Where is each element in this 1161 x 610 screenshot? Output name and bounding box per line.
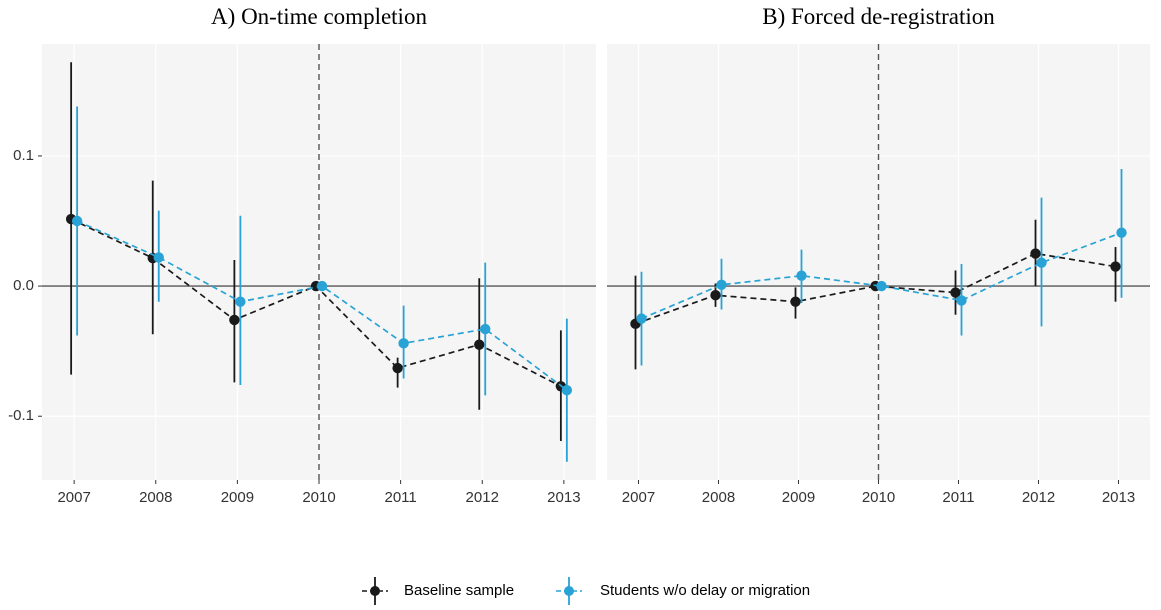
point <box>790 296 801 307</box>
y-tick-label: 0.1 <box>13 147 34 164</box>
x-tick-label: 2009 <box>221 489 254 506</box>
x-tick-label: 2013 <box>1102 489 1135 506</box>
x-tick-label: 2011 <box>384 489 416 506</box>
point <box>950 287 961 298</box>
legend-key-point <box>564 586 574 596</box>
x-tick-label: 2007 <box>622 489 655 506</box>
point <box>876 280 887 292</box>
x-tick-label: 2011 <box>942 489 974 506</box>
y-tick-label: 0.0 <box>13 277 34 294</box>
point <box>1116 227 1127 238</box>
point <box>392 362 403 374</box>
point <box>71 215 83 227</box>
point <box>1110 261 1121 272</box>
point <box>235 296 246 307</box>
point <box>316 280 328 292</box>
x-tick-label: 2012 <box>466 489 499 506</box>
panel-title: A) On-time completion <box>211 4 427 29</box>
point <box>153 252 164 263</box>
legend-label: Baseline sample <box>404 582 514 599</box>
point <box>716 279 727 290</box>
x-tick-label: 2010 <box>302 489 335 506</box>
point <box>1030 248 1041 259</box>
panel-title: B) Forced de-registration <box>762 4 995 29</box>
x-tick-label: 2007 <box>57 489 90 506</box>
legend-key-point <box>370 586 380 596</box>
point <box>1036 257 1047 268</box>
x-tick-label: 2010 <box>862 489 895 506</box>
y-tick-label: -0.1 <box>8 407 34 424</box>
point <box>956 295 967 306</box>
point <box>710 289 721 301</box>
point <box>796 270 807 281</box>
point <box>398 338 409 349</box>
point <box>561 384 573 396</box>
x-tick-label: 2009 <box>782 489 815 506</box>
point <box>474 339 485 350</box>
point <box>636 313 647 324</box>
point <box>229 314 240 326</box>
x-tick-label: 2013 <box>547 489 580 506</box>
x-tick-label: 2012 <box>1022 489 1055 506</box>
x-tick-label: 2008 <box>139 489 172 506</box>
legend-label: Students w/o delay or migration <box>600 582 810 599</box>
point <box>480 323 491 335</box>
x-tick-label: 2008 <box>702 489 735 506</box>
